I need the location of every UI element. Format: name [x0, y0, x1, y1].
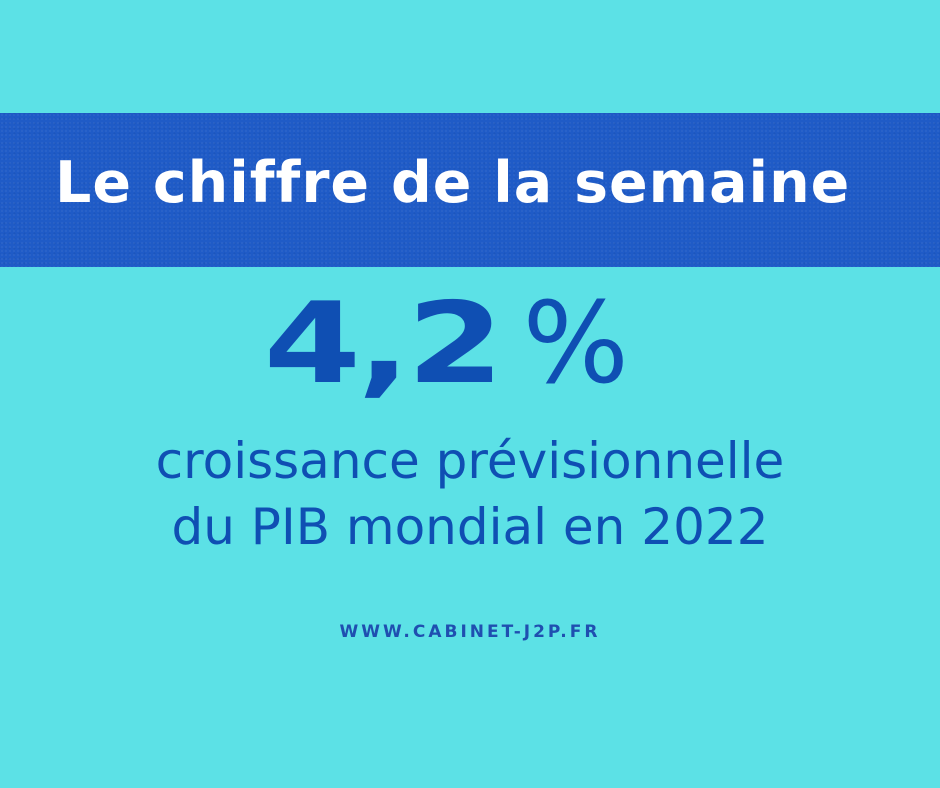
title-banner [0, 113, 940, 267]
key-figure: 4,2% [0, 288, 940, 400]
key-figure-unit: % [522, 279, 629, 409]
key-figure-value: 4,2 [263, 279, 505, 409]
website-link[interactable]: WWW.CABINET-J2P.FR [339, 622, 601, 642]
banner-title: Le chiffre de la semaine [55, 150, 851, 216]
description-line-2: du PIB mondial en 2022 [171, 498, 769, 556]
figure-description: croissance prévisionnelle du PIB mondial… [0, 428, 940, 560]
description-line-1: croissance prévisionnelle [155, 432, 785, 490]
